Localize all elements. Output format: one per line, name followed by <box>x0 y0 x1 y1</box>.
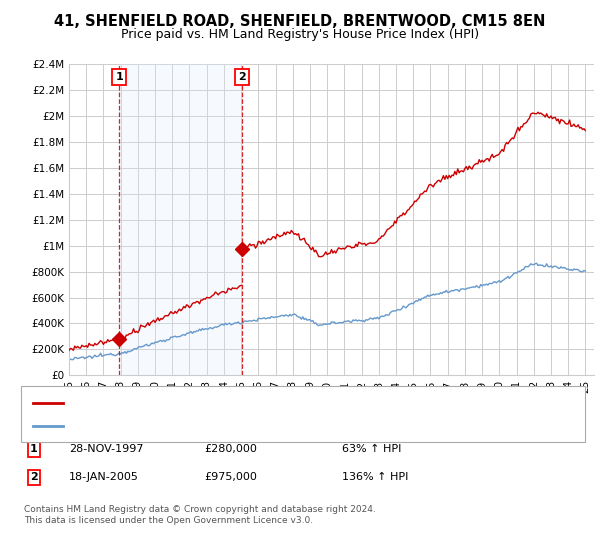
Text: 2: 2 <box>238 72 246 82</box>
Text: HPI: Average price, detached house, Brentwood: HPI: Average price, detached house, Bren… <box>69 421 318 431</box>
Bar <box>119 64 242 375</box>
Text: Price paid vs. HM Land Registry's House Price Index (HPI): Price paid vs. HM Land Registry's House … <box>121 28 479 41</box>
Text: 1: 1 <box>115 72 123 82</box>
Text: 41, SHENFIELD ROAD, SHENFIELD, BRENTWOOD, CM15 8EN (detached house): 41, SHENFIELD ROAD, SHENFIELD, BRENTWOOD… <box>69 398 476 408</box>
Text: Contains HM Land Registry data © Crown copyright and database right 2024.
This d: Contains HM Land Registry data © Crown c… <box>24 505 376 525</box>
Text: 28-NOV-1997: 28-NOV-1997 <box>69 444 143 454</box>
Text: 18-JAN-2005: 18-JAN-2005 <box>69 472 139 482</box>
Text: 136% ↑ HPI: 136% ↑ HPI <box>342 472 409 482</box>
Text: 41, SHENFIELD ROAD, SHENFIELD, BRENTWOOD, CM15 8EN: 41, SHENFIELD ROAD, SHENFIELD, BRENTWOOD… <box>55 14 545 29</box>
Text: £280,000: £280,000 <box>204 444 257 454</box>
Text: £975,000: £975,000 <box>204 472 257 482</box>
Text: 2: 2 <box>30 472 38 482</box>
Text: 1: 1 <box>30 444 38 454</box>
Text: 63% ↑ HPI: 63% ↑ HPI <box>342 444 401 454</box>
